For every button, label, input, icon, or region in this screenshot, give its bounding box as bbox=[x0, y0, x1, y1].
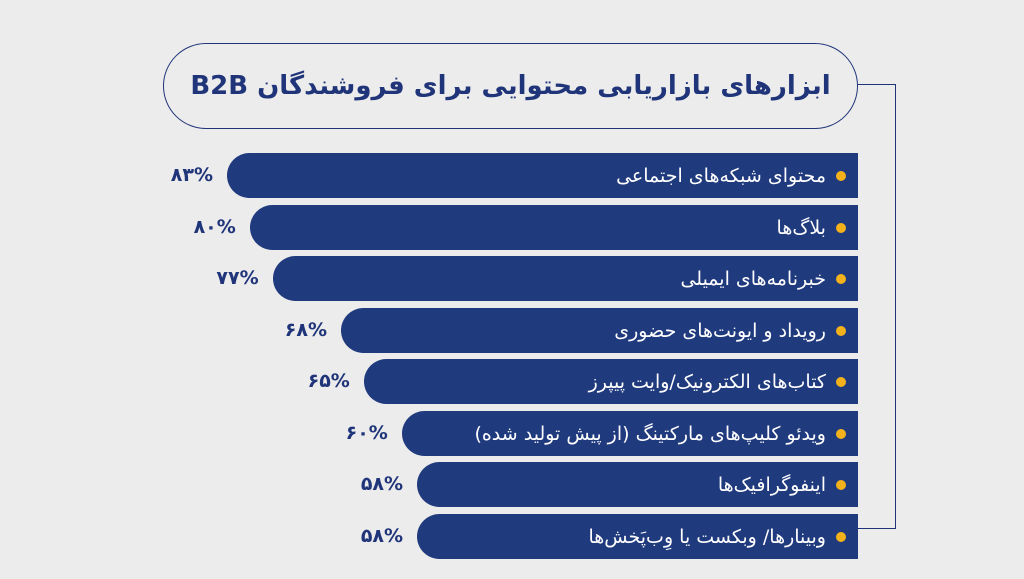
bullet-dot-icon bbox=[835, 479, 846, 490]
value-label: ۸۳% bbox=[170, 164, 213, 186]
bar: بلاگ‌ها bbox=[249, 205, 858, 250]
bar-label: بلاگ‌ها bbox=[776, 216, 826, 239]
bar-label: وبینارها/ وبکست یا وِب‌پَخش‌ها bbox=[588, 525, 826, 548]
bar: کتاب‌های الکترونیک/وایت پیپرز bbox=[363, 359, 858, 404]
chart-title: ابزارهای بازاریابی محتوایی برای فروشندگا… bbox=[190, 71, 831, 101]
bullet-dot-icon bbox=[835, 376, 846, 387]
value-label: ۶۰% bbox=[345, 422, 388, 444]
value-label: ۷۷% bbox=[216, 267, 259, 289]
bullet-dot-icon bbox=[835, 222, 846, 233]
value-label: ۶۵% bbox=[307, 370, 350, 392]
bar-label: محتوای شبکه‌های اجتماعی bbox=[616, 164, 826, 187]
value-label: ۵۸% bbox=[360, 473, 404, 495]
chart-title-box: ابزارهای بازاریابی محتوایی برای فروشندگا… bbox=[163, 43, 858, 129]
bar: خبرنامه‌های ایمیلی bbox=[272, 256, 858, 301]
bar-label: ویدئو کلیپ‌های مارکتینگ (از پیش تولید شد… bbox=[474, 422, 826, 445]
bullet-dot-icon bbox=[835, 325, 846, 336]
bar: اینفوگرافیک‌ها bbox=[417, 462, 858, 507]
connector-line bbox=[858, 84, 896, 529]
bar-label: رویداد و ایونت‌های حضوری bbox=[614, 319, 826, 342]
bar: محتوای شبکه‌های اجتماعی bbox=[227, 153, 858, 198]
bar-label: کتاب‌های الکترونیک/وایت پیپرز bbox=[588, 370, 826, 393]
bullet-dot-icon bbox=[835, 273, 846, 284]
value-label: ۸۰% bbox=[193, 216, 236, 238]
value-label: ۶۸% bbox=[284, 319, 328, 341]
bar: ویدئو کلیپ‌های مارکتینگ (از پیش تولید شد… bbox=[401, 411, 858, 456]
value-label: ۵۸% bbox=[360, 525, 404, 547]
bar: رویداد و ایونت‌های حضوری bbox=[341, 308, 858, 353]
bar: وبینارها/ وبکست یا وِب‌پَخش‌ها bbox=[417, 514, 858, 559]
bar-label: خبرنامه‌های ایمیلی bbox=[680, 267, 826, 290]
bullet-dot-icon bbox=[835, 531, 846, 542]
bullet-dot-icon bbox=[835, 428, 846, 439]
bar-label: اینفوگرافیک‌ها bbox=[717, 473, 826, 496]
bullet-dot-icon bbox=[836, 170, 846, 181]
